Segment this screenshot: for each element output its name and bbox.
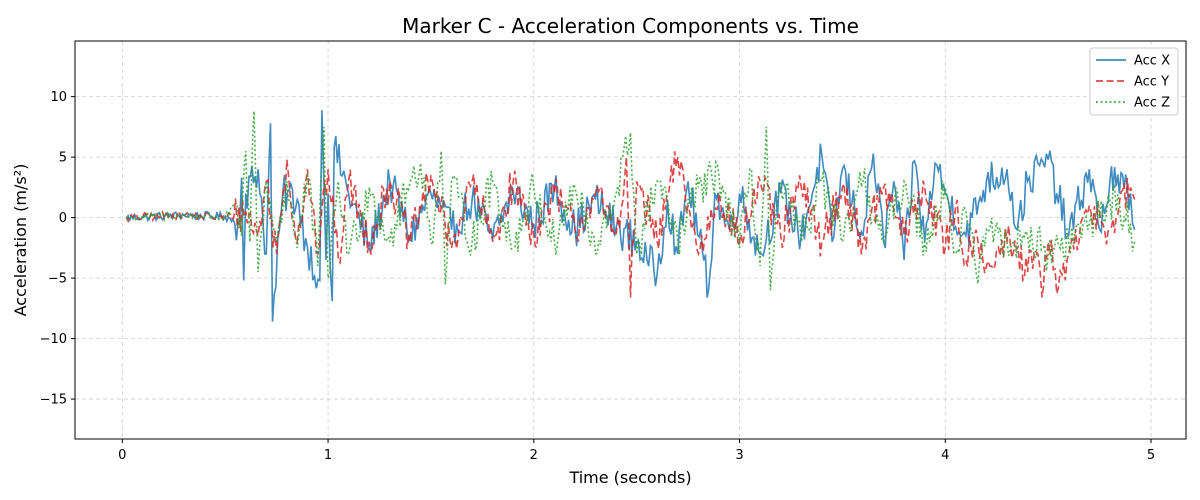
series-line-acc-z — [126, 111, 1136, 291]
y-axis-label: Acceleration (m/s²) — [11, 164, 30, 317]
x-tick-label: 2 — [530, 448, 538, 463]
y-tick-label: −10 — [40, 332, 67, 347]
y-tick-label: 0 — [59, 211, 67, 226]
legend-label: Acc Y — [1134, 75, 1169, 90]
y-tick-label: 5 — [59, 151, 67, 166]
tick-layer: 0 1 2 3 4 5 −15 −10 −5 0 5 10 — [40, 90, 1156, 463]
legend-box — [1089, 47, 1179, 116]
legend: Acc X Acc Y Acc Z — [1089, 47, 1179, 116]
chart-title: Marker C - Acceleration Components vs. T… — [402, 14, 859, 38]
x-tick-label: 1 — [324, 448, 332, 463]
y-tick-label: 10 — [50, 90, 67, 105]
series-layer — [125, 109, 1136, 322]
series-line-acc-y — [125, 151, 1136, 298]
x-tick-label: 3 — [735, 448, 743, 463]
x-tick-label: 5 — [1147, 448, 1155, 463]
x-axis-label: Time (seconds) — [568, 468, 691, 487]
y-tick-label: −5 — [48, 272, 67, 287]
x-tick-label: 0 — [118, 448, 126, 463]
x-tick-label: 4 — [941, 448, 949, 463]
series-line-acc-x — [125, 109, 1136, 322]
plot-frame — [74, 40, 1187, 440]
legend-label: Acc Z — [1134, 96, 1170, 111]
y-tick-label: −15 — [40, 393, 67, 408]
legend-label: Acc X — [1134, 54, 1170, 69]
